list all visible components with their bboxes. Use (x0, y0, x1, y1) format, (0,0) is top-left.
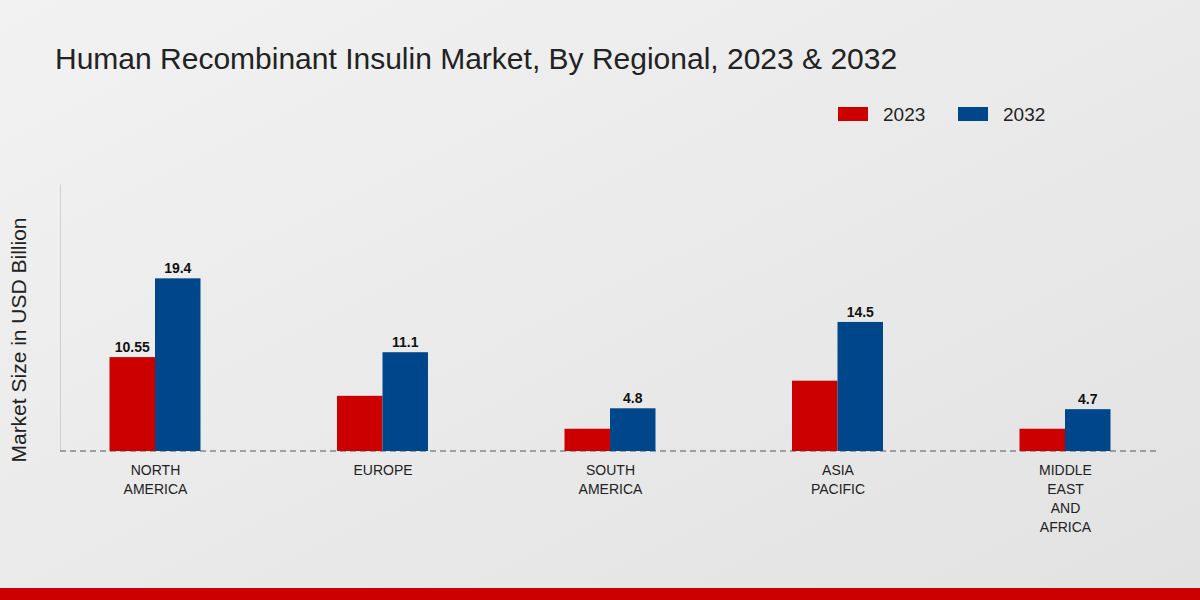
title: Human Recombinant Insulin Market, By Reg… (55, 42, 897, 75)
data-label: 19.4 (164, 260, 191, 276)
data-label: 4.8 (623, 390, 643, 406)
chart: Human Recombinant Insulin Market, By Reg… (0, 0, 1200, 600)
x-axis: NORTHAMERICA EUROPE SOUTHAMERICA ASIAPACIFI… (124, 451, 1092, 535)
bar (565, 429, 611, 451)
x-tick-label: NORTHAMERICA (124, 462, 188, 497)
x-tick: MIDDLEEASTANDAFRICA (1039, 451, 1092, 535)
data-label: 11.1 (392, 334, 419, 350)
legend-label: 2023 (883, 104, 925, 125)
data-labels: 10.55 19.4 11.1 4.8 14.5 4.7 (115, 260, 1098, 407)
legend: 2023 2032 (838, 104, 1045, 125)
bar (610, 408, 656, 451)
x-tick: NORTHAMERICA (124, 451, 188, 497)
bars (110, 278, 1111, 451)
x-tick-label: EUROPE (353, 462, 412, 478)
x-tick: ASIAPACIFIC (811, 451, 865, 497)
x-tick-label: SOUTHAMERICA (579, 462, 643, 497)
data-label: 10.55 (115, 339, 150, 355)
legend-label: 2032 (1003, 104, 1045, 125)
x-tick: SOUTHAMERICA (579, 451, 643, 497)
y-axis-title: Market Size in USD Billion (7, 217, 30, 462)
bar (110, 357, 156, 451)
bar (383, 352, 429, 451)
bar (838, 322, 884, 451)
x-tick: EUROPE (353, 451, 412, 478)
bar (1020, 429, 1066, 451)
y-axis (60, 185, 62, 452)
legend-swatch (838, 107, 868, 121)
bar (155, 278, 201, 451)
bar (792, 381, 838, 451)
background (0, 0, 1200, 600)
legend-swatch (958, 107, 988, 121)
footer-bar (0, 588, 1200, 600)
data-label: 4.7 (1078, 391, 1098, 407)
x-tick-label: ASIAPACIFIC (811, 462, 865, 497)
data-label: 14.5 (847, 304, 874, 320)
x-tick-label: MIDDLEEASTANDAFRICA (1039, 462, 1092, 535)
bar (1065, 409, 1111, 451)
y-axis-line (60, 185, 61, 452)
bar (337, 396, 383, 451)
